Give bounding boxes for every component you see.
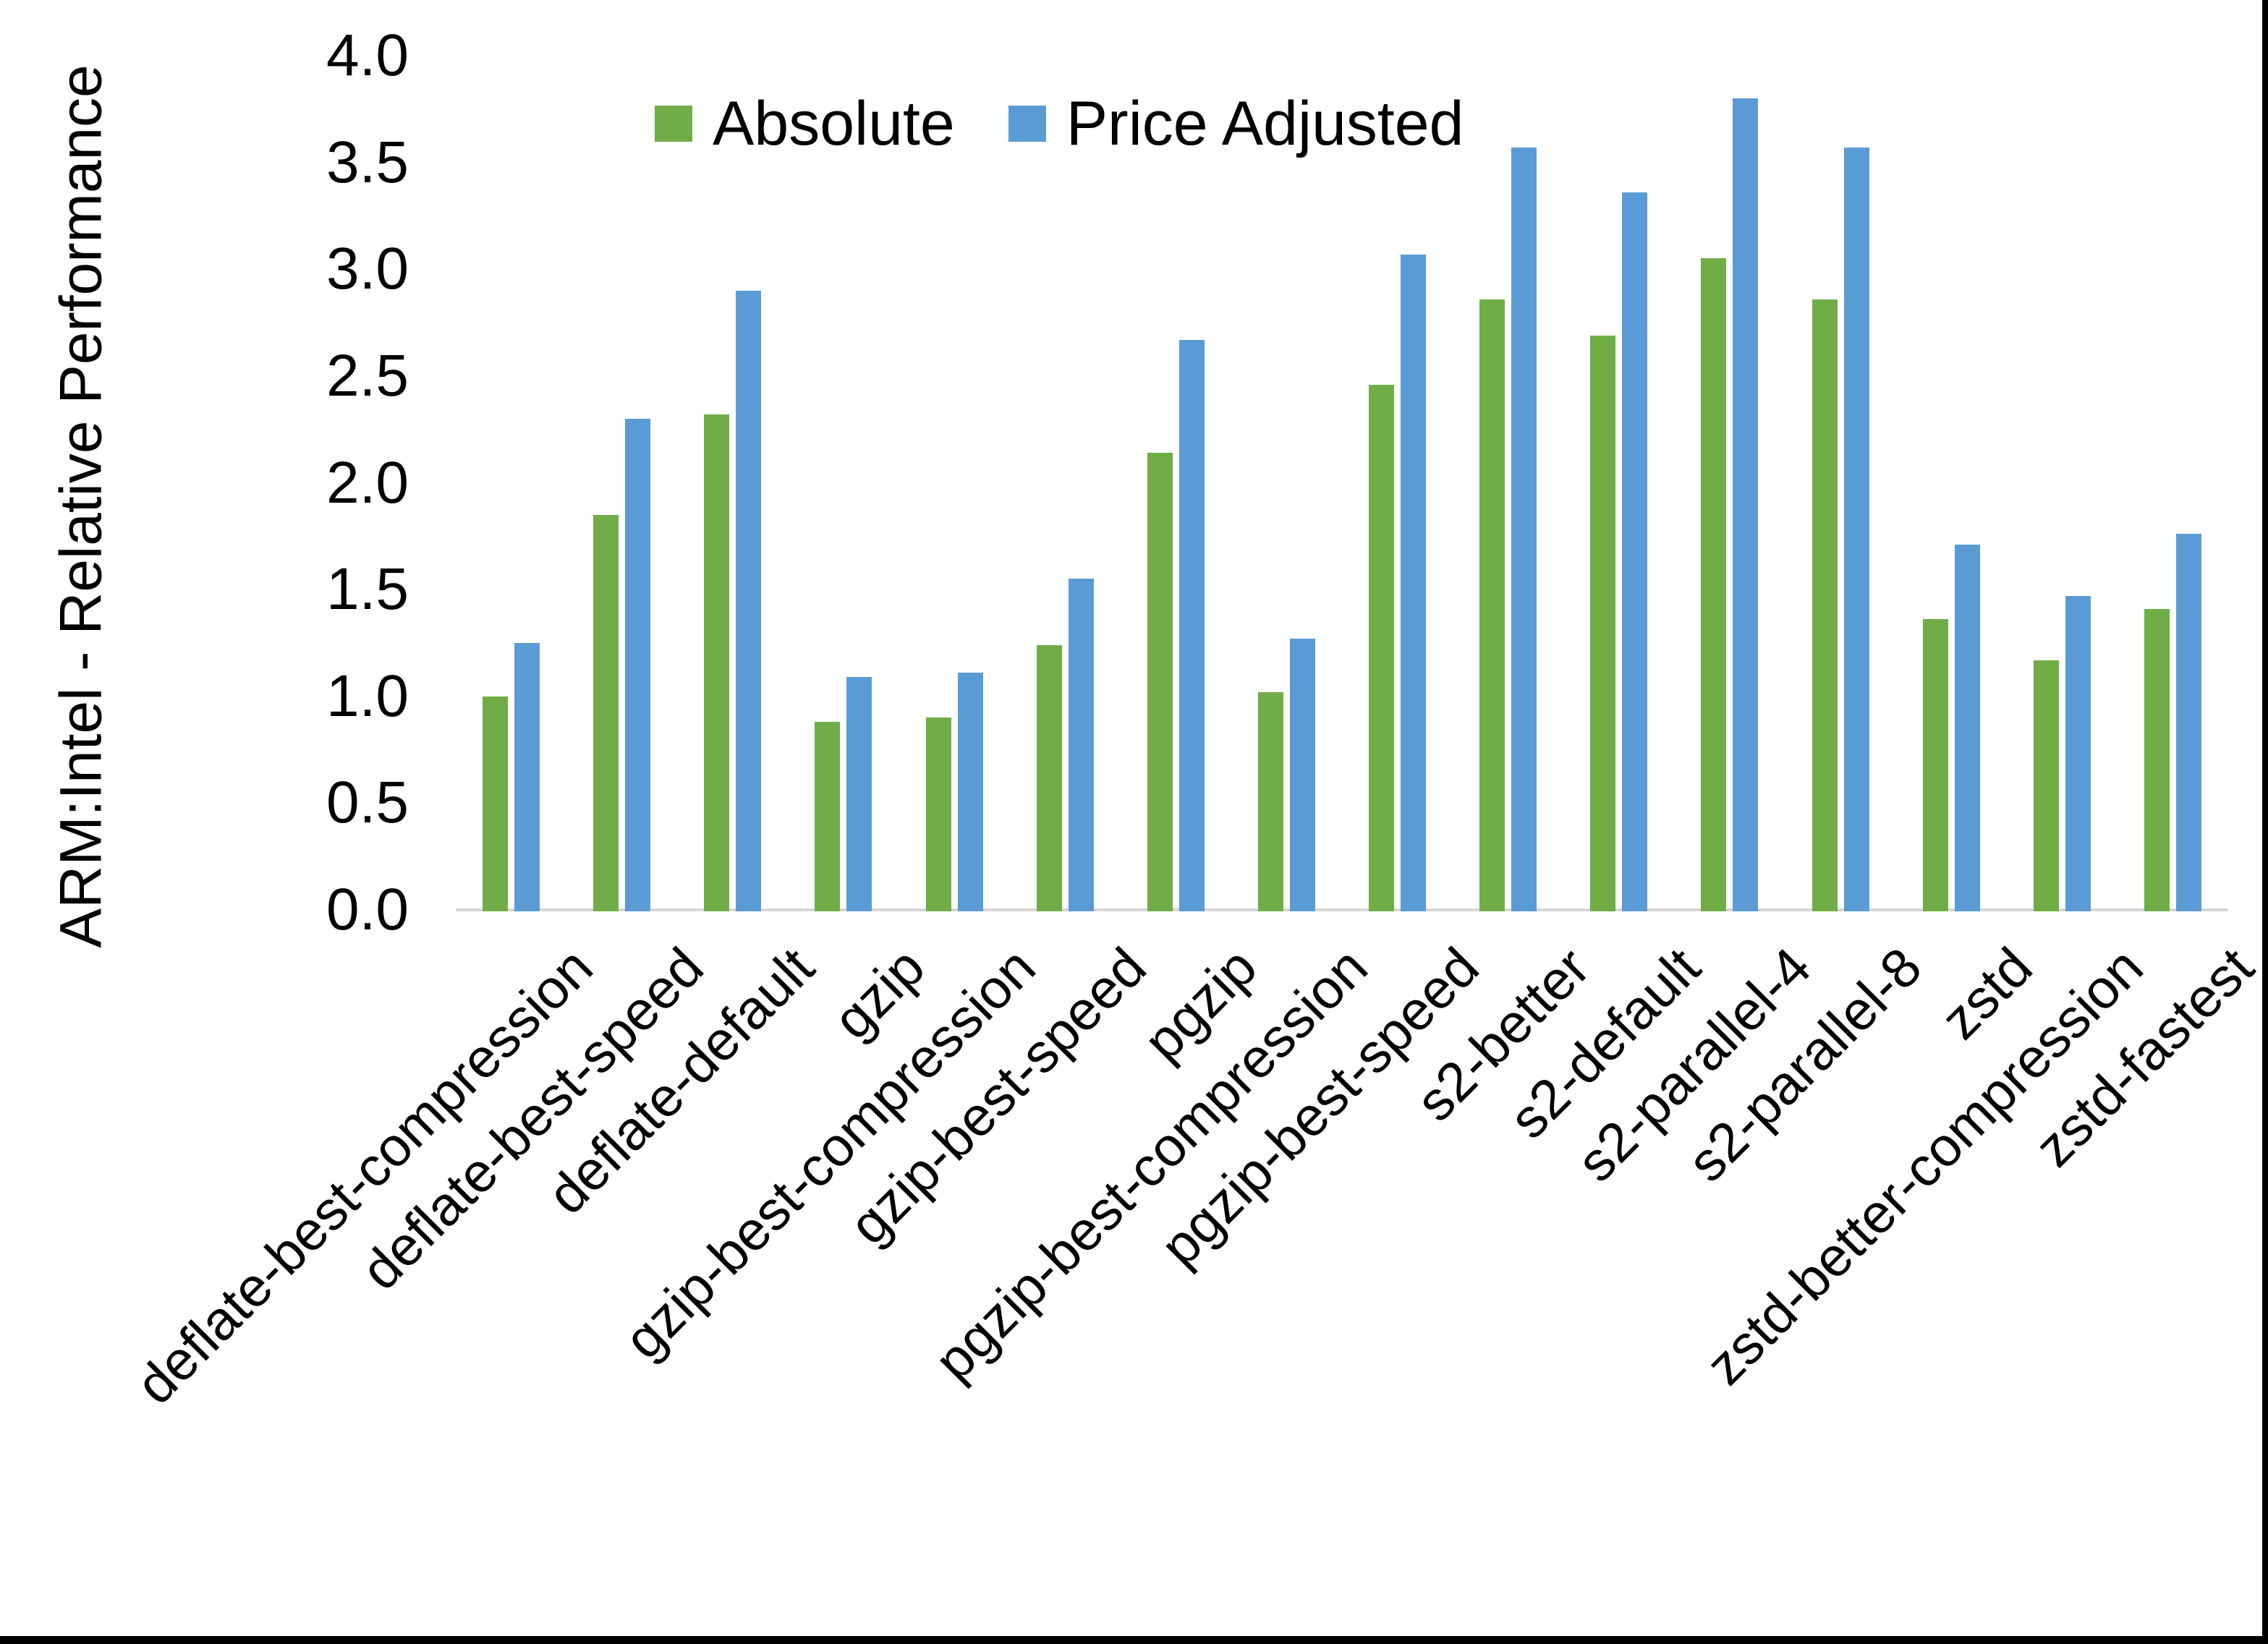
bar-price-adjusted-s2-parallel-4: [1733, 98, 1759, 911]
bar-price-adjusted-pgzip-best-speed: [1401, 254, 1427, 911]
y-axis-tick-label: 3.5: [326, 129, 409, 195]
bar-absolute-deflate-best-speed: [593, 514, 619, 911]
y-axis-tick-label: 1.5: [326, 556, 409, 623]
frame-right-border: [2262, 0, 2268, 1644]
bar-price-adjusted-deflate-best-compression: [514, 642, 540, 911]
bar-absolute-s2-parallel-8: [1812, 299, 1838, 911]
bar-price-adjusted-deflate-best-speed: [625, 418, 651, 911]
bar-absolute-zstd: [1922, 619, 1948, 911]
bar-absolute-pgzip-best-compression: [1257, 691, 1283, 911]
y-axis-tick-label: 4.0: [326, 22, 409, 88]
bar-absolute-zstd-fastest: [2144, 608, 2170, 911]
bar-absolute-zstd-better-compression: [2033, 660, 2059, 911]
y-axis-tick-label: 3.0: [326, 236, 409, 302]
bar-price-adjusted-s2-parallel-8: [1843, 147, 1869, 911]
y-axis-tick-label: 0.0: [326, 877, 409, 942]
frame-bottom-border: [0, 1636, 2268, 1644]
legend-item-absolute: Absolute: [655, 93, 955, 155]
bar-price-adjusted-pgzip-best-compression: [1289, 639, 1315, 911]
bar-price-adjusted-zstd-fastest: [2175, 534, 2201, 911]
bar-price-adjusted-gzip-best-speed: [1068, 579, 1094, 911]
bar-price-adjusted-zstd: [1954, 545, 1980, 911]
x-axis-line: [456, 908, 2228, 911]
bar-absolute-pgzip-best-speed: [1369, 384, 1395, 911]
y-axis-tick-label: 2.5: [326, 342, 409, 409]
bar-absolute-pgzip: [1147, 453, 1173, 911]
bar-absolute-s2-default: [1590, 335, 1616, 911]
absolute-series-swatch-icon: [655, 106, 692, 142]
bar-price-adjusted-deflate-default: [736, 290, 762, 911]
bar-price-adjusted-pgzip: [1178, 339, 1205, 911]
bar-absolute-deflate-best-compression: [483, 696, 509, 911]
bar-absolute-gzip-best-speed: [1036, 644, 1062, 911]
y-axis-tick-label: 1.0: [326, 663, 409, 729]
legend: Absolute Price Adjusted: [655, 93, 1464, 155]
bar-absolute-s2-parallel-4: [1701, 258, 1727, 911]
bar-price-adjusted-s2-default: [1622, 192, 1648, 911]
legend-item-price-adjusted: Price Adjusted: [1008, 93, 1464, 155]
bar-price-adjusted-zstd-better-compression: [2065, 595, 2091, 911]
bar-absolute-gzip-best-compression: [925, 717, 951, 911]
price-adjusted-series-swatch-icon: [1008, 106, 1046, 142]
y-axis-tick-label: 0.5: [326, 770, 409, 836]
legend-label-price-adjusted: Price Adjusted: [1066, 89, 1464, 158]
bar-price-adjusted-gzip: [846, 677, 872, 911]
y-axis-tick-label: 2.0: [326, 449, 409, 516]
bar-price-adjusted-s2-better: [1511, 147, 1537, 911]
bar-absolute-s2-better: [1479, 299, 1505, 911]
legend-label-absolute: Absolute: [713, 89, 955, 158]
bar-absolute-gzip: [815, 722, 841, 911]
bar-price-adjusted-gzip-best-compression: [957, 673, 983, 911]
bar-absolute-deflate-default: [704, 414, 730, 911]
